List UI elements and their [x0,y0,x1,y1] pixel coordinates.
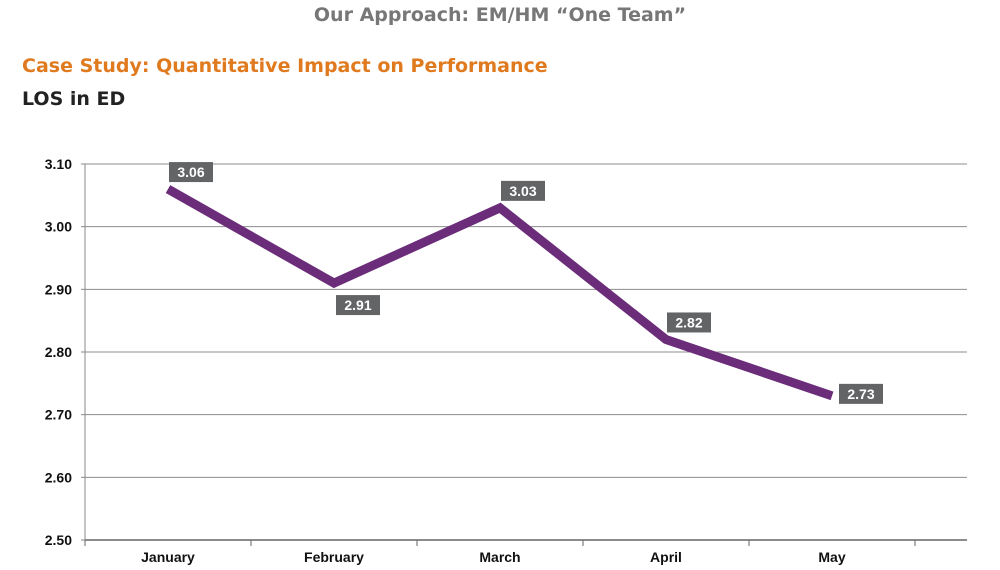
page-header: Our Approach: EM/HM “One Team” [313,4,687,26]
data-label: 2.73 [847,386,874,402]
x-tick-label: March [479,549,520,565]
data-label: 2.82 [675,314,702,330]
case-study-subtitle: Case Study: Quantitative Impact on Perfo… [22,55,548,77]
y-tick-label: 3.00 [45,219,72,235]
y-tick-label: 2.90 [45,281,72,297]
data-label: 3.03 [509,183,536,199]
y-tick-label: 2.50 [45,532,72,548]
data-label-box [169,162,213,183]
data-label: 3.06 [177,164,204,180]
x-tick-label: February [304,549,364,565]
chart-title: LOS in ED [22,88,126,110]
data-label-box [501,180,545,201]
data-label-box [336,295,380,316]
x-tick-label: January [141,549,195,565]
data-label-box [839,383,883,404]
y-tick-label: 2.60 [45,469,72,485]
x-tick-label: April [650,549,682,565]
x-tick-label: May [818,549,845,565]
data-label-box [667,312,711,333]
data-label: 2.91 [344,297,371,313]
y-tick-label: 3.10 [45,156,72,172]
y-tick-label: 2.80 [45,344,72,360]
series-line [165,185,834,401]
y-tick-label: 2.70 [45,407,72,423]
